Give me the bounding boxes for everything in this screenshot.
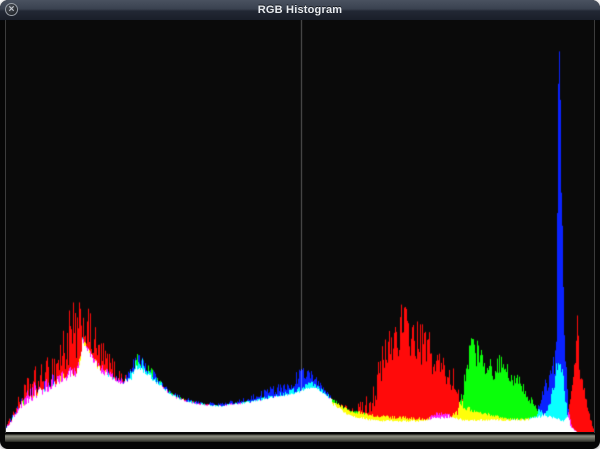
bottom-bevel-bar [5,434,595,442]
close-button[interactable]: ✕ [5,3,18,16]
histogram-plot-area [5,20,595,433]
titlebar[interactable]: ✕ RGB Histogram [0,0,600,21]
histogram-canvas [6,20,594,432]
close-icon: ✕ [8,4,15,13]
window-title: RGB Histogram [257,4,343,16]
